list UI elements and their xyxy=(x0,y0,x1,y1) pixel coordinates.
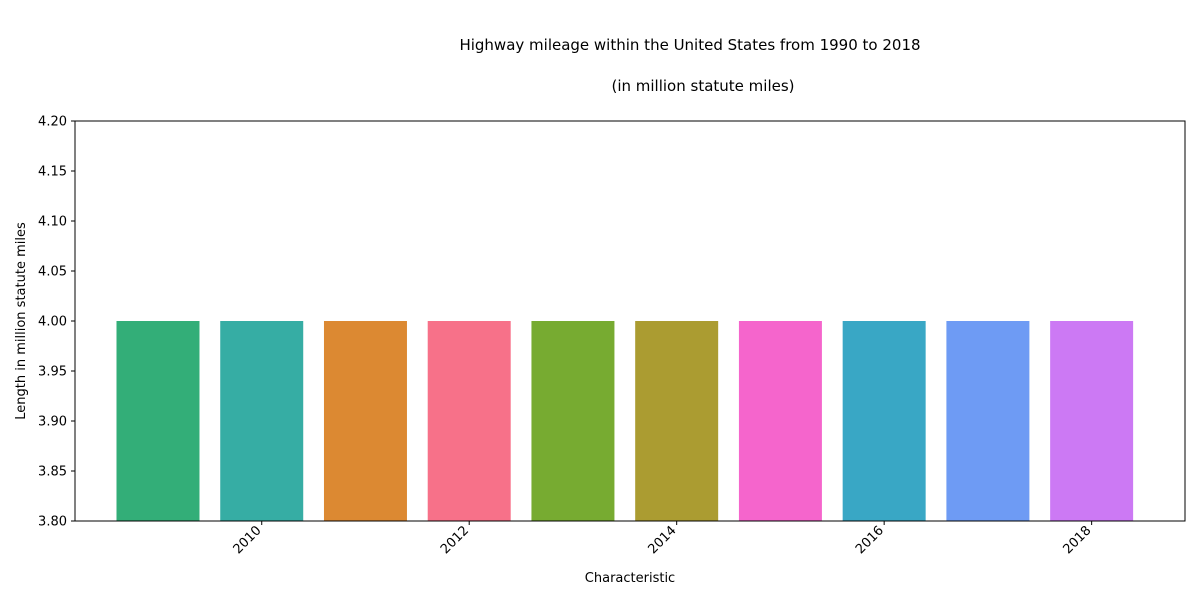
x-tick-label: 2014 xyxy=(646,523,680,557)
bar-2009 xyxy=(116,321,200,521)
bar-2012 xyxy=(427,321,511,521)
bar-2013 xyxy=(531,321,615,521)
bar-2010 xyxy=(220,321,304,521)
y-axis-label: Length in million statute miles xyxy=(14,222,29,420)
x-tick-label: 2012 xyxy=(438,523,472,557)
bar-2011 xyxy=(323,321,407,521)
x-tick-label: 2018 xyxy=(1060,523,1094,557)
plot-frame xyxy=(74,120,1186,522)
bar-2014 xyxy=(635,321,719,521)
y-tick-label: 4.15 xyxy=(38,165,67,180)
bar-2016 xyxy=(842,321,926,521)
y-tick-label: 3.85 xyxy=(38,465,67,480)
bar-2017 xyxy=(946,321,1030,521)
chart-title: Highway mileage within the United States… xyxy=(459,36,920,54)
x-tick-label: 2016 xyxy=(853,523,887,557)
x-tick-label: 2010 xyxy=(231,523,265,557)
y-tick-label: 3.95 xyxy=(38,365,67,380)
bars-group xyxy=(116,321,1134,521)
y-tick-label: 4.10 xyxy=(38,215,67,230)
bar-2018 xyxy=(1050,321,1134,521)
x-axis: 2010 2012 2014 2016 2018 xyxy=(231,521,1094,557)
y-tick-label: 4.00 xyxy=(38,315,67,330)
y-tick-label: 3.90 xyxy=(38,415,67,430)
x-axis-label: Characteristic xyxy=(585,571,675,586)
y-tick-label: 4.05 xyxy=(38,265,67,280)
chart-subtitle: (in million statute miles) xyxy=(611,77,794,95)
bar-2015 xyxy=(738,321,822,521)
y-tick-label: 3.80 xyxy=(38,515,67,530)
y-tick-label: 4.20 xyxy=(38,115,67,130)
y-axis: 3.80 3.85 3.90 3.95 4.00 4.05 4.10 4.15 4.20 xyxy=(38,115,75,530)
